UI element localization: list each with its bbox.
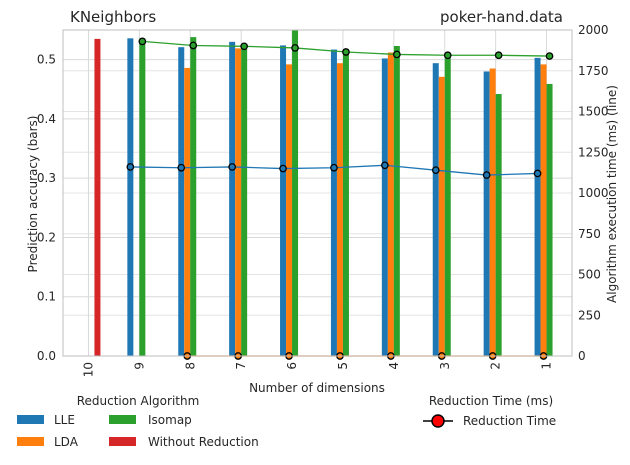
time-marker-lle: [431, 166, 440, 175]
y2-tick-label: 1000: [578, 186, 609, 200]
bar-lda: [387, 52, 394, 357]
x-tick-label: 3: [438, 362, 452, 370]
y-tick-label: 0.2: [37, 230, 56, 244]
bar-isomap: [546, 83, 553, 357]
y2-tick-label: 1500: [578, 105, 609, 119]
x-tick-label: 1: [540, 362, 554, 370]
chart-title-left: KNeighbors: [70, 8, 156, 26]
bar-lda: [184, 67, 191, 357]
time-marker-lle: [228, 163, 236, 171]
bar-isomap: [292, 30, 299, 356]
axes: 0.0 0.1 0.2 0.3 0.4 0.5 0 250 500 750 1000 1250 1500…: [37, 23, 609, 377]
x-tick-label: 2: [489, 362, 503, 370]
y-tick-label: 0.4: [37, 112, 56, 126]
bar-isomap: [444, 52, 451, 357]
bar-isomap: [393, 46, 400, 357]
bar-lle: [127, 38, 134, 356]
legend-swatch-lle: [17, 415, 44, 424]
time-marker-isomap: [392, 50, 401, 59]
bar-lle: [280, 45, 287, 356]
bar-isomap: [190, 37, 197, 356]
legend-label-without-reduction: Without Reduction: [148, 435, 259, 449]
legend-label-lle: LLE: [54, 413, 75, 427]
time-marker-isomap: [494, 51, 503, 60]
legend2-label: Reduction Time: [463, 414, 556, 428]
time-marker-lle: [279, 164, 287, 173]
y2-tick-label: 0: [578, 349, 586, 363]
y2-tick-label: 1750: [578, 64, 609, 78]
bar-lda: [336, 63, 343, 357]
legend-title: Reduction Algorithm: [77, 394, 200, 408]
bar-lle: [381, 58, 388, 357]
y-tick-label: 0.1: [37, 290, 56, 304]
time-marker-lle: [533, 169, 542, 178]
y2-tick-label: 500: [578, 268, 601, 282]
bar-lda: [235, 48, 242, 357]
time-marker-lle: [482, 171, 491, 179]
time-marker-isomap: [189, 41, 198, 50]
time-marker-isomap: [138, 37, 147, 46]
x-tick-label: 6: [285, 362, 299, 370]
legend-algorithms: Reduction Algorithm LLE LDA Isomap Witho…: [17, 394, 259, 449]
y2-tick-label: 1250: [578, 145, 609, 159]
legend2-marker: [431, 414, 445, 428]
bar-lda: [286, 64, 293, 357]
bar-isomap: [139, 38, 146, 356]
time-marker-isomap: [443, 51, 452, 60]
y2-tick-label: 750: [578, 227, 601, 241]
bar-lle: [483, 71, 490, 356]
legend2-title: Reduction Time (ms): [429, 394, 553, 408]
legend-time: Reduction Time (ms) Reduction Time: [423, 394, 556, 428]
bar-lda: [489, 68, 496, 356]
bar-without-reduction: [94, 38, 101, 357]
bar-lle: [229, 41, 236, 356]
legend-swatch-without-reduction: [109, 437, 136, 446]
bars: [94, 30, 553, 357]
x-axis-label: Number of dimensions: [249, 381, 385, 395]
plot-frame: [62, 29, 573, 357]
bar-lle: [330, 49, 337, 357]
time-marker-isomap: [291, 44, 299, 52]
time-marker-isomap: [240, 42, 248, 51]
time-marker-lle: [380, 161, 389, 170]
y-tick-label: 0.5: [37, 53, 56, 67]
bar-isomap: [342, 48, 349, 356]
time-marker-isomap: [342, 48, 350, 56]
legend-label-lda: LDA: [54, 435, 79, 449]
y2-tick-label: 2000: [578, 23, 609, 37]
time-marker-lle: [177, 163, 186, 172]
bar-lle: [534, 57, 541, 356]
x-tick-label: 4: [387, 362, 401, 370]
chart-title-right: poker-hand.data: [440, 8, 563, 26]
bar-isomap: [495, 94, 502, 357]
legend-swatch-lda: [17, 437, 44, 446]
legend-label-isomap: Isomap: [148, 413, 192, 427]
bar-isomap: [241, 43, 248, 357]
x-tick-label: 5: [336, 362, 350, 370]
bar-lda: [540, 64, 547, 357]
y-axis-label: Prediction accuracy (bars): [26, 116, 40, 273]
time-lines: [126, 37, 554, 360]
x-tick-label: 7: [234, 362, 248, 370]
x-tick-label: 9: [132, 362, 146, 370]
time-marker-lle: [126, 163, 135, 171]
y2-tick-label: 250: [578, 308, 601, 322]
y2-axis-label: Algorithm execution time (ms) (line): [605, 85, 619, 303]
x-tick-label: 8: [183, 362, 197, 370]
bar-lle: [432, 63, 439, 357]
legend-swatch-isomap: [109, 415, 136, 424]
bar-lle: [178, 47, 185, 357]
time-marker-lle: [330, 163, 338, 172]
bar-lda: [438, 76, 445, 357]
y-tick-label: 0.3: [37, 171, 56, 185]
x-tick-label: 10: [81, 362, 95, 377]
time-marker-isomap: [545, 52, 554, 60]
y-tick-label: 0.0: [37, 349, 56, 363]
